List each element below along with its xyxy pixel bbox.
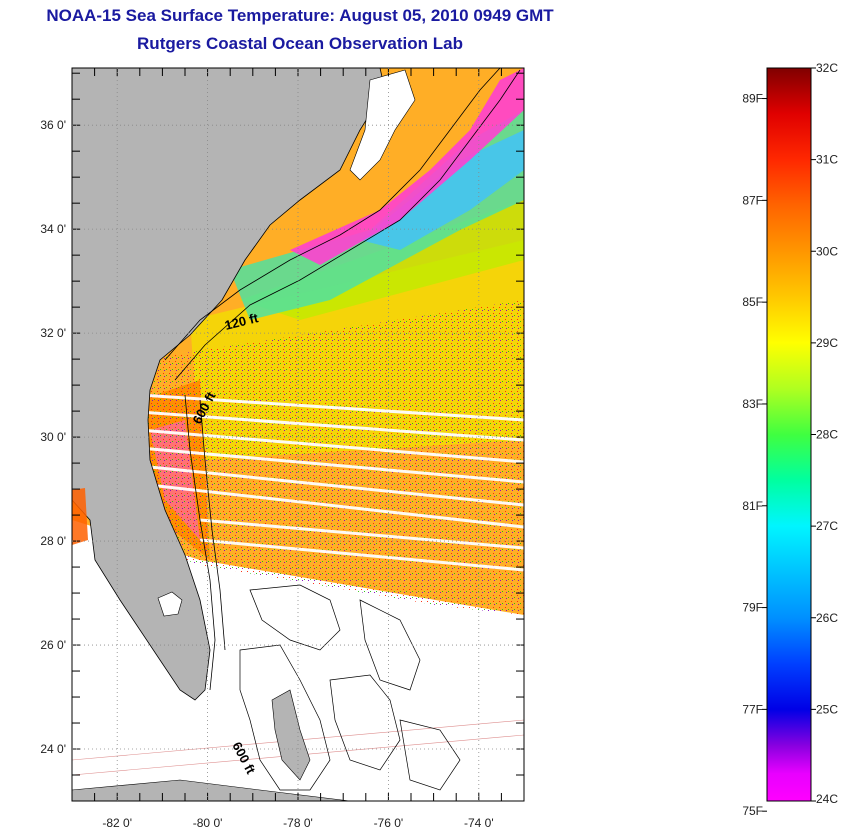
colorbar-f-label: 77F (742, 702, 763, 716)
colorbar-c-label: 24C (816, 792, 838, 806)
longitude-labels: -82 0' -80 0' -78 0' -76 0' -74 0' (102, 816, 493, 830)
lon-label: -78 0' (283, 816, 313, 830)
colorbar-c-label: 25C (816, 702, 838, 716)
colorbar-scale (766, 67, 812, 802)
lon-label: -76 0' (374, 816, 404, 830)
colorbar-celsius-labels: 32C 31C 30C 29C 28C 27C 26C 25C 24C (811, 61, 838, 806)
lat-label: 30 0' (40, 430, 66, 444)
lon-label: -80 0' (193, 816, 223, 830)
colorbar-f-label: 75F (742, 804, 763, 818)
lat-label: 26 0' (40, 638, 66, 652)
map-title: NOAA-15 Sea Surface Temperature: August … (46, 6, 554, 25)
colorbar-c-label: 26C (816, 611, 838, 625)
colorbar-f-label: 83F (742, 397, 763, 411)
map-subtitle: Rutgers Coastal Ocean Observation Lab (137, 34, 463, 53)
lat-label: 32 0' (40, 326, 66, 340)
lon-label: -82 0' (102, 816, 132, 830)
lat-label: 24 0' (40, 742, 66, 756)
colorbar-c-label: 32C (816, 61, 838, 75)
latitude-labels: 36 0' 34 0' 32 0' 30 0' 28 0' 26 0' 24 0' (40, 118, 66, 756)
colorbar-f-label: 85F (742, 295, 763, 309)
lat-label: 34 0' (40, 222, 66, 236)
sst-layer (72, 68, 524, 801)
colorbar-c-label: 29C (816, 336, 838, 350)
colorbar-f-label: 79F (742, 601, 763, 615)
colorbar-f-label: 81F (742, 499, 763, 513)
colorbar-c-label: 27C (816, 519, 838, 533)
colorbar-fahrenheit-labels: 89F 87F 85F 83F 81F 79F 77F 75F (742, 92, 767, 818)
colorbar-c-label: 31C (816, 153, 838, 167)
colorbar-c-label: 30C (816, 244, 838, 258)
colorbar-f-label: 87F (742, 193, 763, 207)
lat-label: 28 0' (40, 534, 66, 548)
lat-label: 36 0' (40, 118, 66, 132)
land-mass (72, 68, 386, 701)
graticule (71, 68, 525, 802)
lon-label: -74 0' (464, 816, 494, 830)
colorbar-c-label: 28C (816, 428, 838, 442)
colorbar-f-label: 89F (742, 92, 763, 106)
